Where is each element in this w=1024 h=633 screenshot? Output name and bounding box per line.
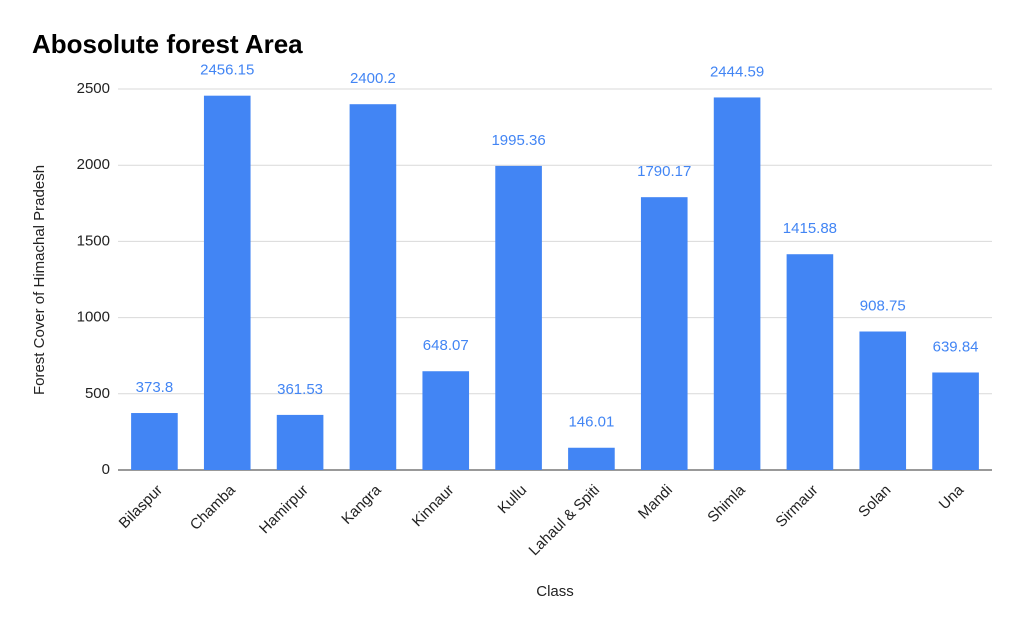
x-tick-label: Kullu (495, 482, 531, 518)
y-axis-title: Forest Cover of Himachal Pradesh (31, 165, 48, 395)
bar (859, 331, 907, 470)
x-tick-label: Solan (855, 482, 894, 521)
value-label: 639.84 (933, 338, 979, 355)
chart-title: Abosolute forest Area (32, 29, 303, 59)
y-tick-label: 500 (85, 385, 110, 402)
bar (932, 372, 979, 470)
value-label: 908.75 (860, 297, 906, 314)
value-label: 361.53 (277, 381, 323, 398)
value-label: 146.01 (568, 414, 614, 431)
value-label: 373.8 (136, 379, 174, 396)
bar (786, 254, 834, 470)
x-tick-label: Shimla (704, 481, 749, 526)
bar (131, 413, 178, 470)
y-tick-label: 2000 (77, 156, 110, 173)
y-tick-label: 2500 (77, 80, 110, 97)
value-label: 1790.17 (637, 163, 691, 180)
bar (640, 197, 688, 470)
x-tick-label: Sirmaur (772, 482, 821, 531)
bar (713, 97, 761, 470)
y-tick-label: 1000 (77, 309, 110, 326)
y-tick-label: 1500 (77, 232, 110, 249)
bar (203, 95, 251, 470)
x-tick-label: Chamba (187, 481, 240, 534)
bar (349, 104, 397, 470)
bar (276, 414, 324, 470)
value-label: 2400.2 (350, 70, 396, 87)
x-tick-label: Hamirpur (256, 482, 312, 538)
x-tick-label: Kangra (338, 481, 385, 528)
x-tick-label: Una (936, 481, 968, 513)
bar (495, 165, 542, 470)
x-tick-label: Kinnaur (409, 482, 458, 531)
y-tick-label: 0 (102, 461, 110, 478)
x-tick-label: Lahaul & Spiti (526, 482, 603, 559)
value-label: 1995.36 (491, 132, 545, 149)
value-label: 648.07 (423, 337, 469, 354)
x-tick-label: Bilaspur (116, 482, 166, 532)
value-label: 1415.88 (783, 220, 837, 237)
value-label: 2444.59 (710, 63, 764, 80)
x-axis-title: Class (536, 583, 574, 600)
bar (568, 447, 615, 470)
bar (422, 371, 470, 470)
x-tick-label: Mandi (635, 482, 676, 523)
value-label: 2456.15 (200, 62, 254, 79)
